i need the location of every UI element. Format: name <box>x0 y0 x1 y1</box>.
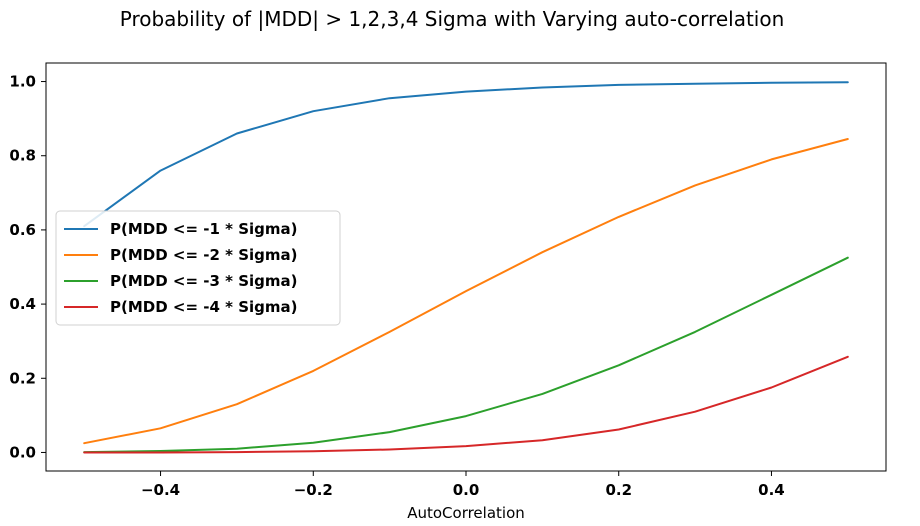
y-tick-label: 1.0 <box>9 73 36 91</box>
y-tick-label: 0.4 <box>9 295 36 313</box>
legend-label-3: P(MDD <= -3 * Sigma) <box>110 272 298 290</box>
chart-title: Probability of |MDD| > 1,2,3,4 Sigma wit… <box>120 7 785 31</box>
series-line-2 <box>83 138 849 445</box>
y-tick-label: 0.2 <box>9 369 36 387</box>
legend: P(MDD <= -1 * Sigma) P(MDD <= -2 * Sigma)… <box>55 210 341 326</box>
y-axis: 0.0 0.2 0.4 0.6 0.8 1.0 <box>9 73 46 461</box>
series-line-3 <box>83 256 849 454</box>
y-tick-label: 0.0 <box>9 443 36 461</box>
legend-label-4: P(MDD <= -4 * Sigma) <box>110 298 298 316</box>
x-tick-label: 0.4 <box>758 481 785 499</box>
x-tick-label: −0.4 <box>141 481 180 499</box>
series-layer <box>83 81 849 454</box>
series-line-4 <box>83 355 849 454</box>
legend-label-1: P(MDD <= -1 * Sigma) <box>110 220 298 238</box>
legend-label-2: P(MDD <= -2 * Sigma) <box>110 246 298 264</box>
legend-box <box>55 210 341 326</box>
x-tick-label: 0.2 <box>605 481 632 499</box>
x-tick-label: 0.0 <box>453 481 480 499</box>
x-axis-label: AutoCorrelation <box>407 504 525 522</box>
y-tick-label: 0.8 <box>9 147 36 165</box>
series-line-1 <box>83 81 849 228</box>
x-axis: −0.4 −0.2 0.0 0.2 0.4 <box>141 471 785 499</box>
y-tick-label: 0.6 <box>9 221 36 239</box>
x-tick-label: −0.2 <box>294 481 333 499</box>
